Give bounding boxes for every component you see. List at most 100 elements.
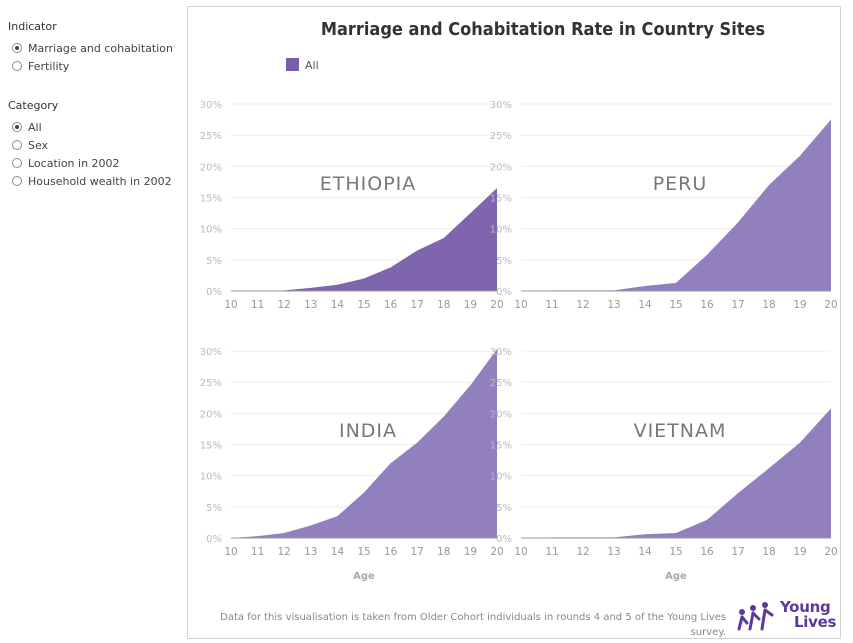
logo-text: Young Lives <box>780 600 836 630</box>
y-tick-label: 15% <box>490 194 512 205</box>
x-tick-label: 19 <box>793 546 806 558</box>
x-tick-label: 16 <box>384 546 398 558</box>
category-option-label: Location in 2002 <box>28 156 120 170</box>
chart-panel: Marriage and Cohabitation Rate in Countr… <box>187 6 841 639</box>
x-tick-label: 12 <box>576 299 589 311</box>
x-tick-label: 17 <box>411 299 424 311</box>
x-tick-label: 18 <box>762 299 775 311</box>
y-tick-label: 20% <box>490 162 512 173</box>
area-ethiopia <box>231 188 497 291</box>
x-tick-label: 20 <box>490 299 503 311</box>
radio-selected-icon[interactable] <box>12 122 22 132</box>
y-tick-label: 10% <box>490 225 512 236</box>
x-tick-label: 11 <box>545 299 558 311</box>
x-tick-label: 19 <box>793 299 806 311</box>
legend-swatch <box>286 58 299 71</box>
chart-svg: Marriage and Cohabitation Rate in Countr… <box>200 19 838 582</box>
indicator-option-marriage[interactable]: Marriage and cohabitation <box>8 39 183 57</box>
y-tick-label: 15% <box>490 441 512 452</box>
x-tick-label: 19 <box>464 546 477 558</box>
category-option-label: All <box>28 120 42 134</box>
x-tick-label: 13 <box>607 546 620 558</box>
indicator-option-label: Marriage and cohabitation <box>28 41 173 55</box>
radio-empty-icon[interactable] <box>12 61 22 71</box>
x-tick-label: 13 <box>607 299 620 311</box>
y-tick-label: 15% <box>200 441 222 452</box>
x-tick-label: 14 <box>331 546 345 558</box>
x-tick-label: 10 <box>224 546 237 558</box>
country-label: ETHIOPIA <box>320 173 417 195</box>
sidebar: Indicator Marriage and cohabitation Fert… <box>8 20 183 214</box>
y-tick-label: 5% <box>206 256 222 267</box>
y-tick-label: 5% <box>206 503 222 514</box>
x-tick-label: 16 <box>700 546 714 558</box>
x-tick-label: 16 <box>700 299 714 311</box>
x-tick-label: 14 <box>331 299 345 311</box>
radio-selected-icon[interactable] <box>12 43 22 53</box>
radio-empty-icon[interactable] <box>12 176 22 186</box>
x-tick-label: 13 <box>304 546 317 558</box>
x-tick-label: 20 <box>824 546 837 558</box>
x-tick-label: 17 <box>411 546 424 558</box>
y-tick-label: 30% <box>200 347 222 358</box>
x-tick-label: 11 <box>545 546 558 558</box>
radio-empty-icon[interactable] <box>12 140 22 150</box>
y-tick-label: 20% <box>200 162 222 173</box>
area-peru <box>521 119 831 291</box>
x-tick-label: 12 <box>278 299 291 311</box>
area-india <box>231 349 497 538</box>
category-option-sex[interactable]: Sex <box>8 136 183 154</box>
people-icon <box>737 602 774 631</box>
y-tick-label: 30% <box>490 347 512 358</box>
y-tick-label: 10% <box>490 472 512 483</box>
country-label: VIETNAM <box>634 420 727 442</box>
y-tick-label: 25% <box>490 131 512 142</box>
y-tick-label: 15% <box>200 194 222 205</box>
x-tick-label: 19 <box>464 299 477 311</box>
category-option-label: Sex <box>28 138 49 152</box>
young-lives-logo: Young Lives <box>734 599 844 633</box>
logo-line-young: Young <box>780 598 831 616</box>
x-tick-label: 17 <box>731 546 744 558</box>
indicator-option-fertility[interactable]: Fertility <box>8 57 183 75</box>
y-tick-label: 0% <box>496 534 512 545</box>
y-tick-label: 25% <box>490 378 512 389</box>
y-tick-label: 0% <box>206 534 222 545</box>
area-vietnam <box>521 408 831 538</box>
x-tick-label: 15 <box>669 546 682 558</box>
category-option-all[interactable]: All <box>8 118 183 136</box>
x-tick-label: 12 <box>278 546 291 558</box>
category-option-location[interactable]: Location in 2002 <box>8 154 183 172</box>
x-tick-label: 14 <box>638 546 652 558</box>
x-tick-label: 13 <box>304 299 317 311</box>
country-label: PERU <box>653 173 708 195</box>
x-tick-label: 18 <box>762 546 775 558</box>
x-tick-label: 10 <box>224 299 237 311</box>
x-tick-label: 18 <box>437 546 450 558</box>
y-tick-label: 0% <box>206 287 222 298</box>
y-tick-label: 20% <box>490 409 512 420</box>
indicator-filter: Indicator Marriage and cohabitation Fert… <box>8 20 183 75</box>
category-option-label: Household wealth in 2002 <box>28 174 172 188</box>
y-tick-label: 10% <box>200 225 222 236</box>
x-tick-label: 15 <box>357 299 370 311</box>
category-option-wealth[interactable]: Household wealth in 2002 <box>8 172 183 190</box>
indicator-option-label: Fertility <box>28 59 70 73</box>
y-tick-label: 30% <box>200 100 222 111</box>
country-label: INDIA <box>339 420 397 442</box>
x-tick-label: 14 <box>638 299 652 311</box>
y-tick-label: 10% <box>200 472 222 483</box>
x-tick-label: 11 <box>251 546 264 558</box>
footer-note: Data for this visualisation is taken fro… <box>220 612 726 638</box>
y-tick-label: 5% <box>496 503 512 514</box>
legend-label: All <box>305 59 319 72</box>
x-tick-label: 16 <box>384 299 398 311</box>
category-filter-title: Category <box>8 99 59 112</box>
x-tick-label: 10 <box>514 546 527 558</box>
logo-line-lives: Lives <box>794 613 837 631</box>
y-tick-label: 20% <box>200 409 222 420</box>
x-tick-label: 18 <box>437 299 450 311</box>
radio-empty-icon[interactable] <box>12 158 22 168</box>
y-tick-label: 5% <box>496 256 512 267</box>
chart-title: Marriage and Cohabitation Rate in Countr… <box>321 19 765 40</box>
